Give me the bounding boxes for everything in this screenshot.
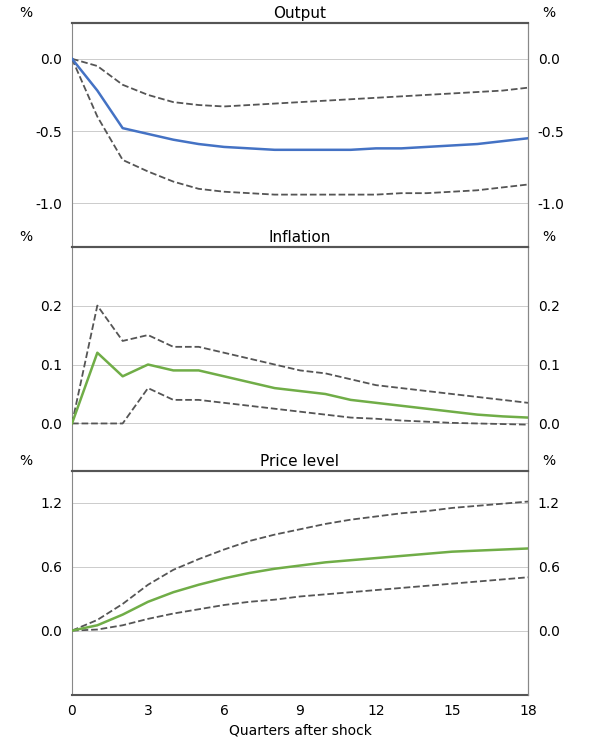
Text: %: % bbox=[542, 454, 555, 468]
Title: Output: Output bbox=[274, 7, 326, 21]
Text: %: % bbox=[19, 230, 32, 244]
Title: Price level: Price level bbox=[260, 455, 340, 470]
Text: %: % bbox=[19, 454, 32, 468]
X-axis label: Quarters after shock: Quarters after shock bbox=[229, 724, 371, 738]
Text: %: % bbox=[542, 230, 555, 244]
Text: %: % bbox=[19, 6, 32, 20]
Text: %: % bbox=[542, 6, 555, 20]
Title: Inflation: Inflation bbox=[269, 230, 331, 245]
